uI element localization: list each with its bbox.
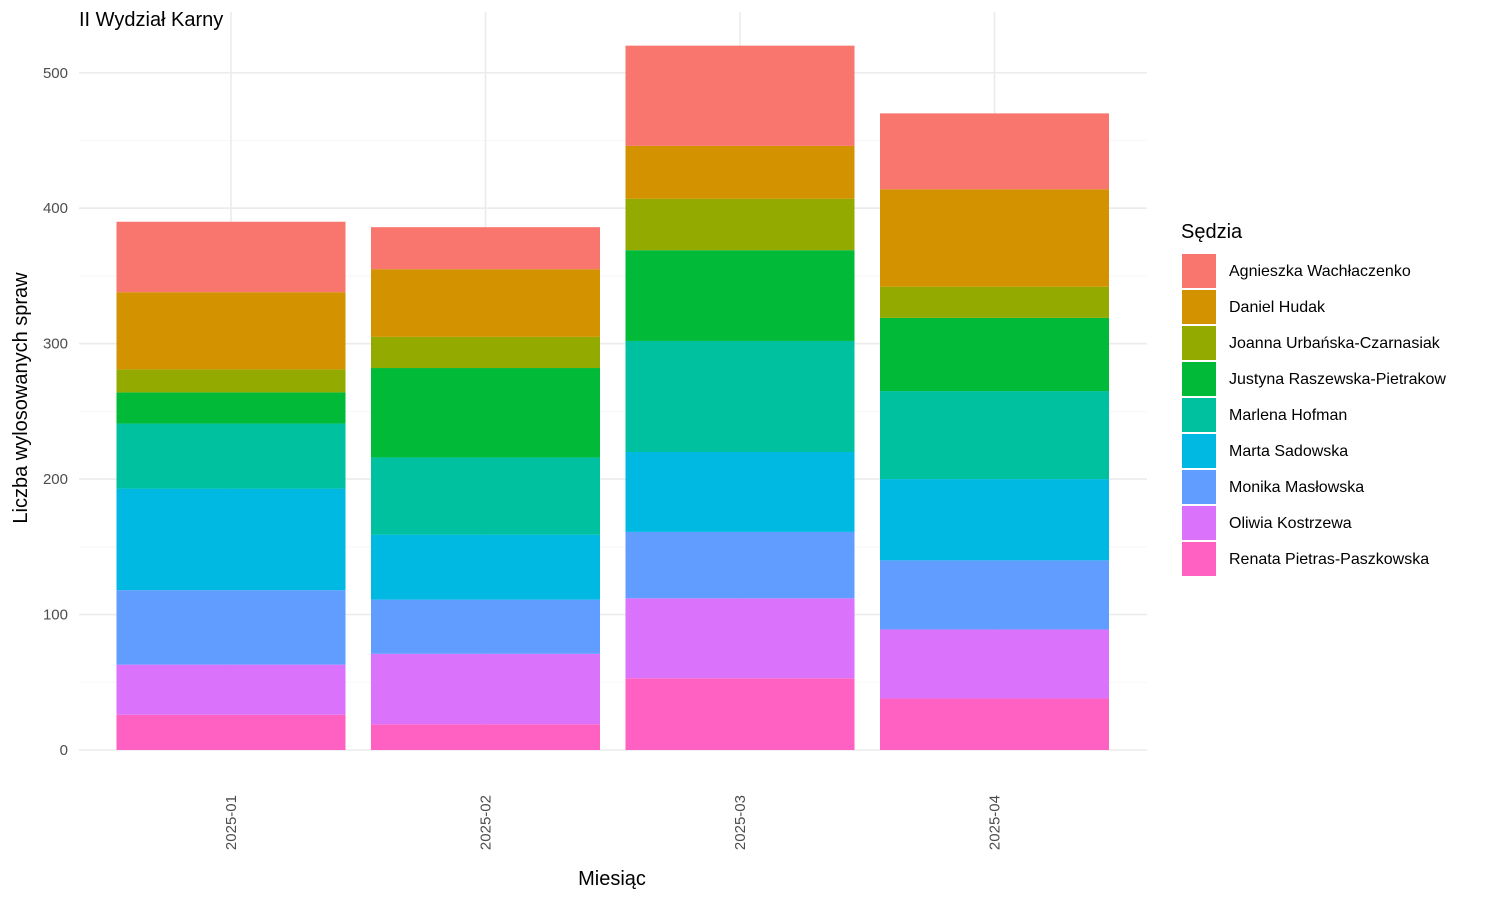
- bar-segment: [371, 724, 600, 750]
- bar-segment: [371, 457, 600, 535]
- bar-segment: [371, 227, 600, 270]
- legend-label: Justyna Raszewska-Pietrakow: [1229, 371, 1446, 388]
- legend-label: Agnieszka Wachłaczenko: [1229, 263, 1411, 280]
- legend-key: [1182, 326, 1216, 360]
- x-tick-label: 2025-03: [732, 795, 749, 850]
- bar-segment: [116, 292, 346, 370]
- bar-segment: [116, 488, 346, 591]
- bar-segment: [371, 534, 600, 600]
- legend-label: Monika Masłowska: [1229, 479, 1364, 496]
- x-axis-title: Miesiąc: [578, 868, 646, 890]
- y-tick-label: 300: [43, 336, 68, 353]
- bar-segment: [625, 250, 855, 341]
- bar-segment: [116, 423, 346, 489]
- legend-key: [1182, 398, 1216, 432]
- bar-segment: [625, 598, 855, 679]
- bar-segment: [116, 221, 346, 293]
- legend-label: Marlena Hofman: [1229, 407, 1347, 424]
- legend-label: Oliwia Kostrzewa: [1229, 515, 1352, 532]
- bar-segment: [625, 198, 855, 251]
- y-tick-label: 100: [43, 607, 68, 624]
- legend-key: [1182, 470, 1216, 504]
- bar-segment: [371, 336, 600, 369]
- bars: [116, 45, 1109, 750]
- bar-segment: [371, 599, 600, 654]
- y-tick-label: 500: [43, 65, 68, 82]
- bar-segment: [371, 368, 600, 458]
- bar-segment: [880, 479, 1109, 561]
- legend: Sędzia Agnieszka Wachłaczenko Daniel Huda…: [1181, 221, 1446, 576]
- legend-key: [1182, 506, 1216, 540]
- y-axis-ticks: 0 100 200 300 400 500: [43, 65, 68, 759]
- y-tick-label: 200: [43, 471, 68, 488]
- bar-segment: [625, 531, 855, 599]
- x-tick-label: 2025-01: [223, 795, 240, 850]
- legend-key: [1182, 290, 1216, 324]
- bar-segment: [116, 664, 346, 715]
- legend-key: [1182, 542, 1216, 576]
- bar-segment: [880, 391, 1109, 480]
- legend-label: Marta Sadowska: [1229, 443, 1348, 460]
- bar-segment: [880, 698, 1109, 750]
- bar-segment: [116, 369, 346, 393]
- bar-segment: [371, 269, 600, 337]
- bar-segment: [880, 629, 1109, 699]
- bar-segment: [116, 392, 346, 424]
- bar-segment: [880, 560, 1109, 630]
- bar-segment: [116, 714, 346, 750]
- y-tick-label: 400: [43, 200, 68, 217]
- bar-segment: [625, 678, 855, 750]
- bar-segment: [880, 189, 1109, 287]
- legend-label: Daniel Hudak: [1229, 299, 1326, 316]
- bar-segment: [625, 340, 855, 453]
- legend-title: Sędzia: [1181, 221, 1243, 243]
- y-axis-title: Liczba wylosowanych spraw: [10, 272, 32, 524]
- bar-segment: [880, 317, 1109, 392]
- bar-segment: [116, 590, 346, 665]
- legend-label: Renata Pietras-Paszkowska: [1229, 551, 1429, 568]
- bar-segment: [880, 113, 1109, 190]
- x-axis-ticks: 2025-01 2025-02 2025-03 2025-04: [223, 795, 1004, 850]
- legend-key: [1182, 434, 1216, 468]
- x-tick-label: 2025-02: [478, 795, 495, 850]
- x-tick-label: 2025-04: [987, 795, 1004, 850]
- legend-key: [1182, 254, 1216, 288]
- bar-segment: [625, 145, 855, 199]
- chart-title: II Wydział Karny: [79, 9, 223, 31]
- y-tick-label: 0: [60, 742, 68, 759]
- legend-key: [1182, 362, 1216, 396]
- bar-segment: [880, 286, 1109, 318]
- legend-label: Joanna Urbańska-Czarnasiak: [1229, 335, 1441, 352]
- bar-segment: [625, 452, 855, 532]
- bar-segment: [625, 45, 855, 146]
- bar-segment: [371, 653, 600, 725]
